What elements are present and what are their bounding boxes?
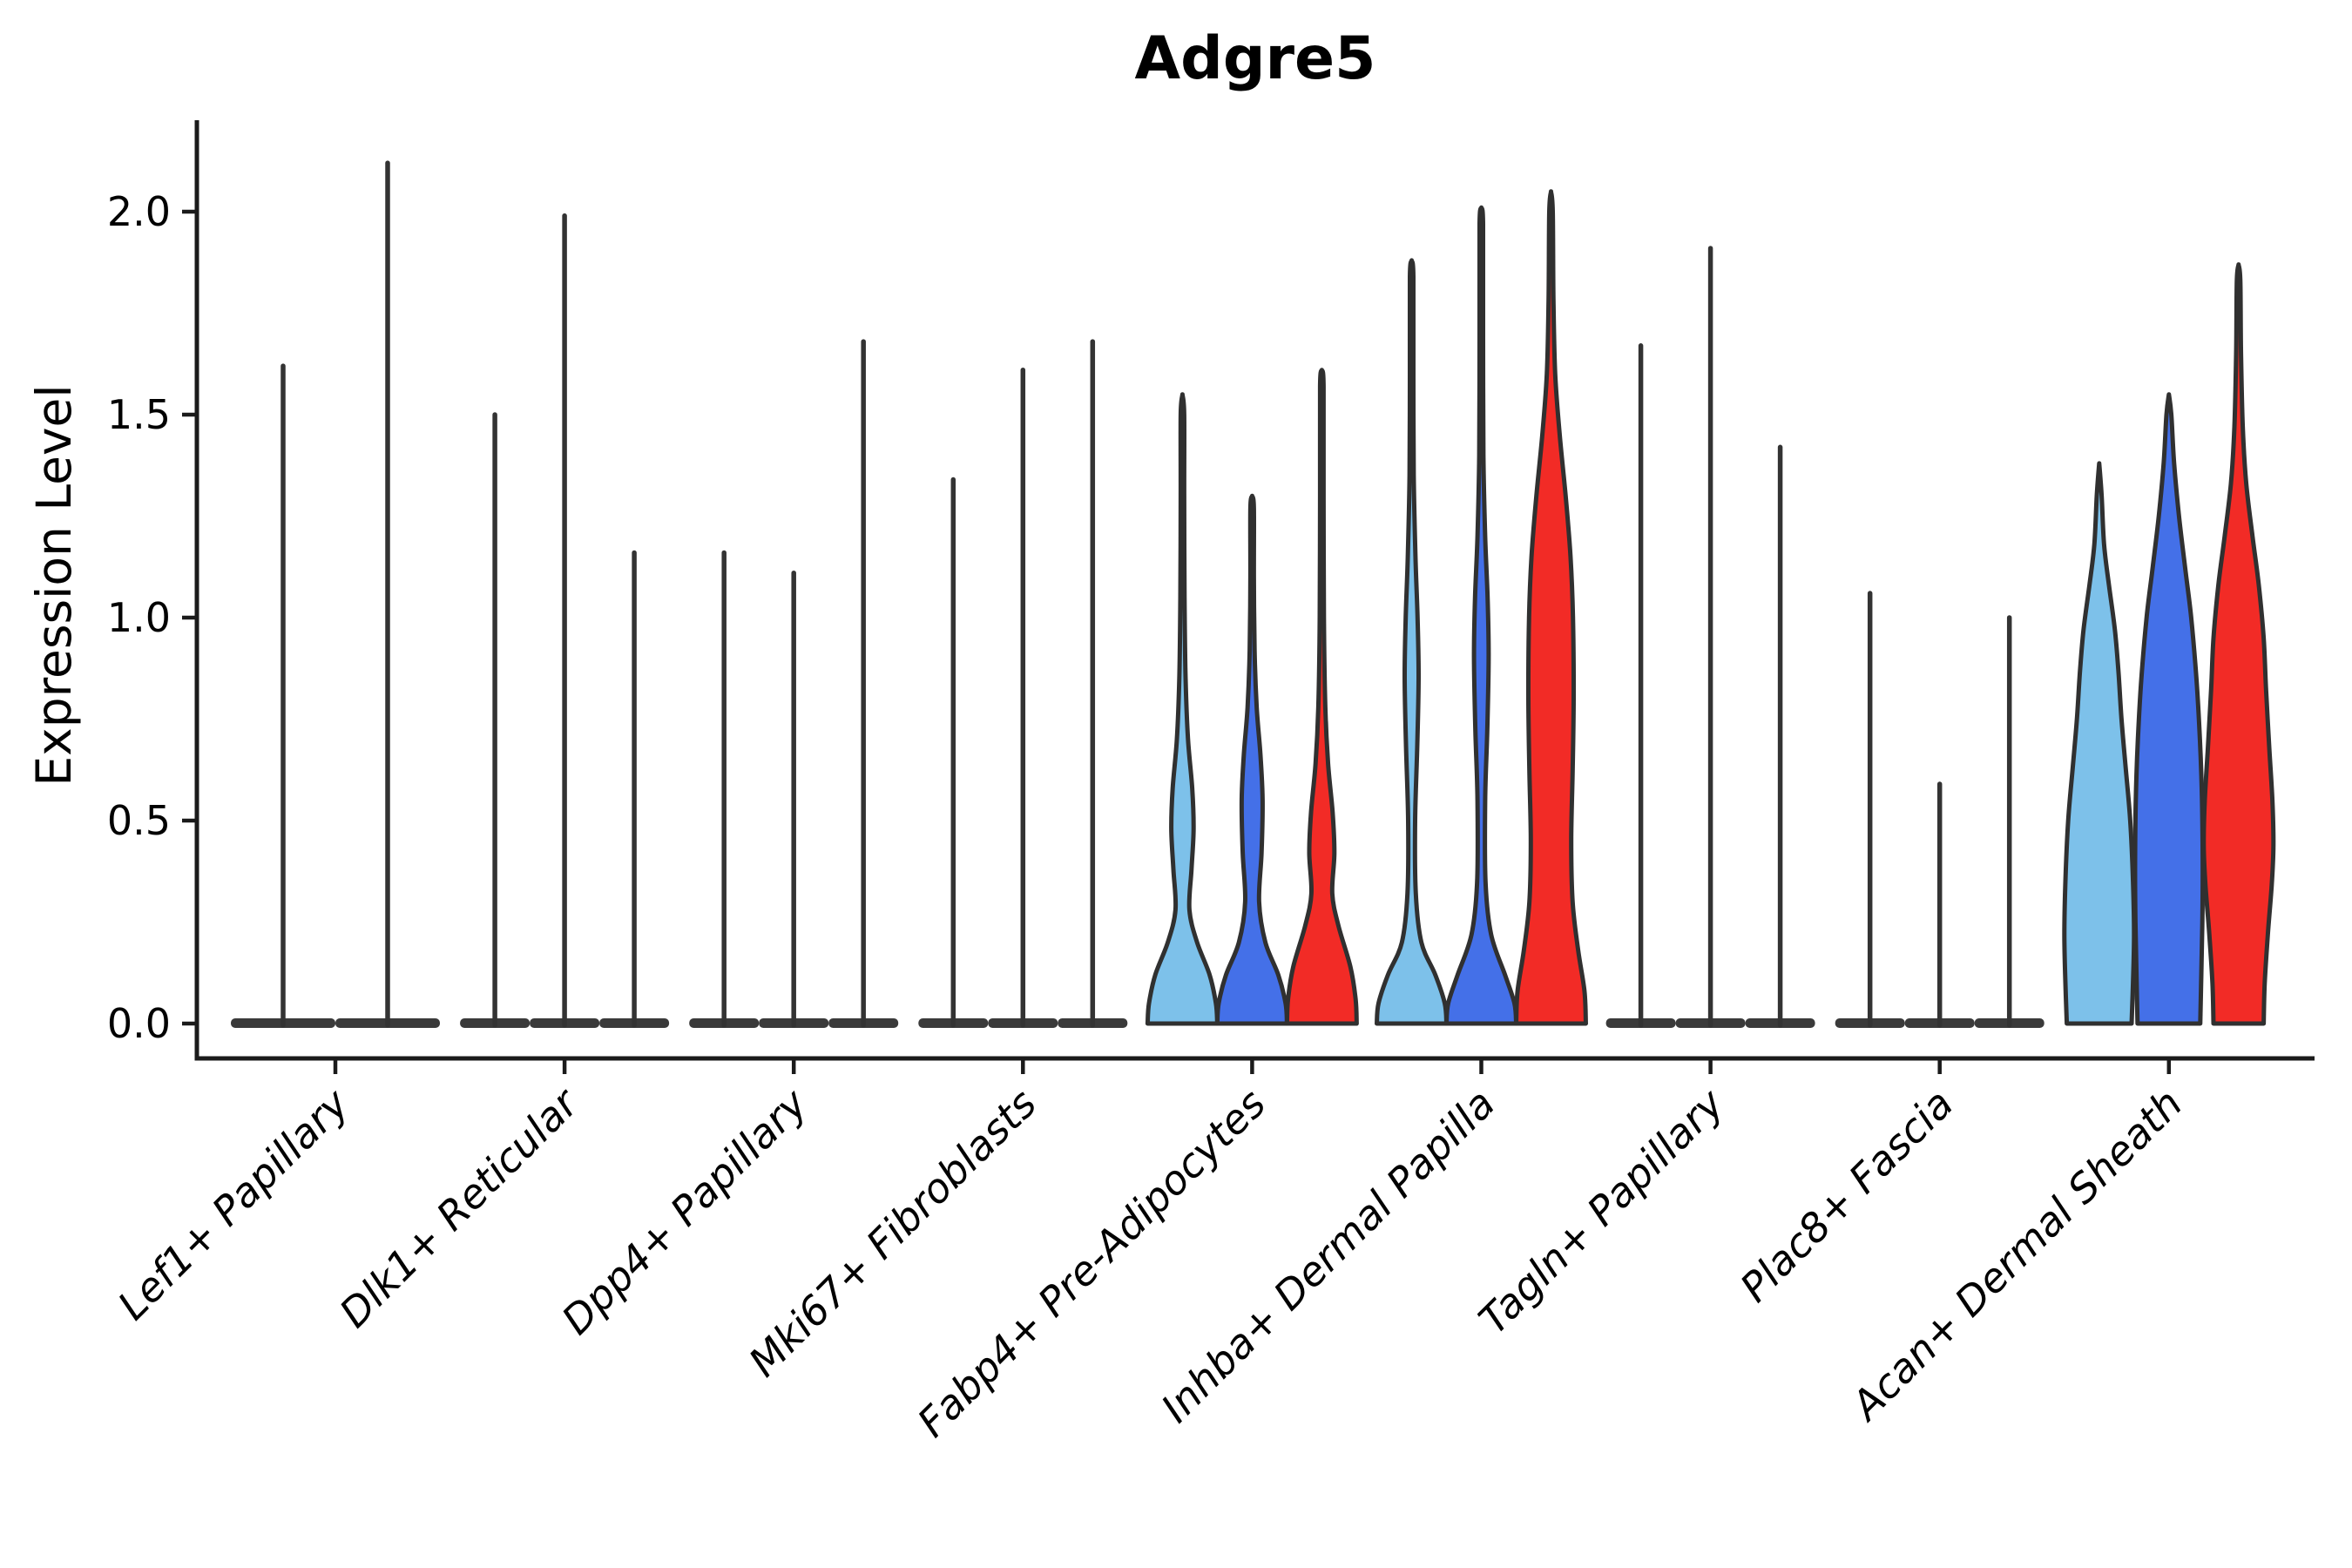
y-tick-label-4: 2.0 xyxy=(107,188,171,235)
y-tick-label-0: 0.0 xyxy=(107,1000,171,1047)
violin-5-1 xyxy=(1444,205,1518,1026)
chart-title: Adgre5 xyxy=(1134,24,1376,93)
violin-8-2 xyxy=(2201,262,2276,1026)
x-tick-label-2: Dpp4+ Papillary xyxy=(552,1079,816,1343)
violin-8-1 xyxy=(2132,392,2206,1026)
violin-4-2 xyxy=(1284,368,1359,1026)
x-tick-label-1: Dlk1+ Reticular xyxy=(330,1078,589,1336)
violin-4-0 xyxy=(1145,392,1220,1026)
y-tick-label-1: 0.5 xyxy=(107,797,171,844)
y-tick-label-3: 1.5 xyxy=(107,391,171,438)
violin-5-2 xyxy=(1514,189,1588,1026)
x-tick-label-0: Lef1+ Papillary xyxy=(109,1079,358,1328)
violin-4-1 xyxy=(1214,493,1289,1026)
x-tick-label-6: Tagln+ Papillary xyxy=(1470,1079,1734,1343)
x-tick-label-7: Plac8+ Fascia xyxy=(1731,1080,1962,1311)
violin-5-0 xyxy=(1375,258,1449,1026)
violin-8-0 xyxy=(2062,461,2137,1026)
y-tick-label-2: 1.0 xyxy=(107,594,171,641)
